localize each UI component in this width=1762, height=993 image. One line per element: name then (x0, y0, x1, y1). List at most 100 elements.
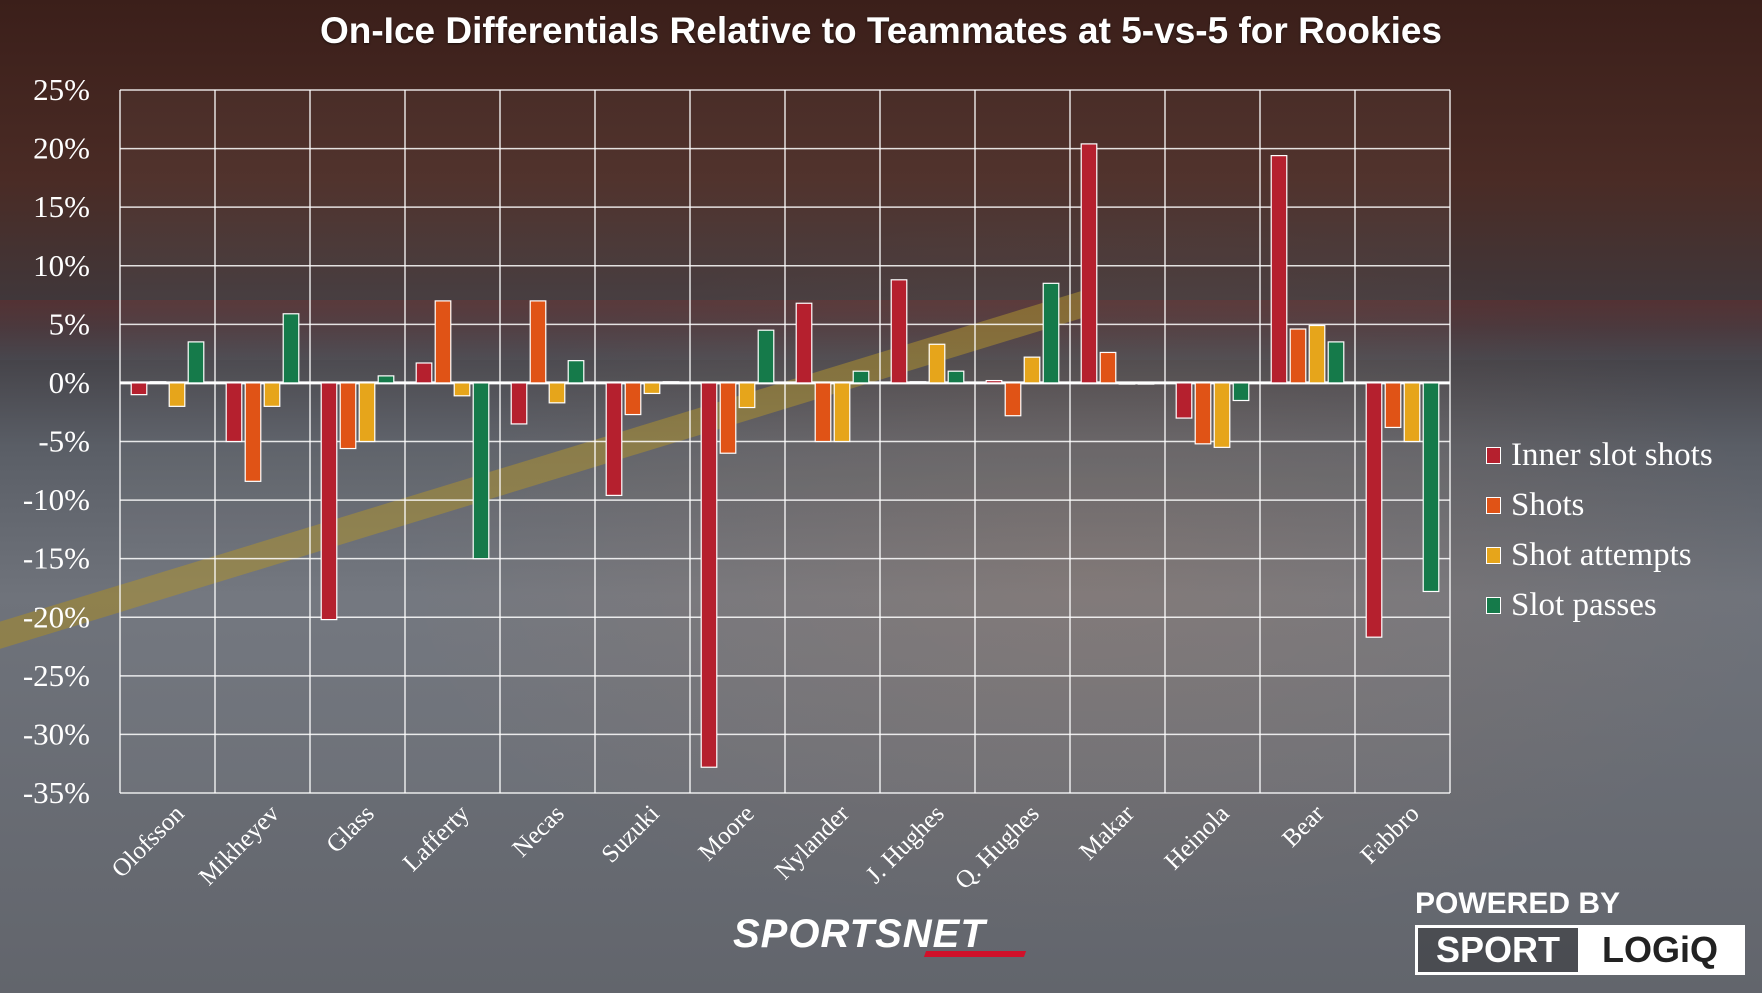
bar-inner-slot-shots (1270, 155, 1288, 384)
bar-shot-attempts (358, 382, 376, 443)
x-tick-label: Lafferty (398, 800, 475, 877)
bar-slot-passes (1422, 382, 1440, 593)
bar-inner-slot-shots (510, 382, 528, 425)
x-tick-label: Heinola (1160, 800, 1235, 875)
x-tick-label: Suzuki (597, 800, 665, 868)
x-tick-label: J. Hughes (861, 800, 950, 889)
x-tick-label: Moore (694, 800, 760, 866)
y-tick-label: 25% (33, 72, 90, 107)
sportlogiq-sport: SPORT (1418, 928, 1578, 972)
legend-label: Shots (1511, 486, 1585, 523)
bar-slot-passes (1232, 382, 1250, 402)
legend-item: Inner slot shots (1486, 430, 1713, 480)
bar-slot-passes (757, 329, 775, 384)
bar-shots (529, 300, 547, 384)
bar-shot-attempts (1023, 356, 1041, 384)
bar-slot-passes (282, 313, 300, 384)
bar-inner-slot-shots (1365, 382, 1383, 638)
bar-shots (624, 382, 642, 416)
y-tick-label: -25% (23, 658, 90, 693)
bar-shots (149, 381, 167, 384)
legend: Inner slot shots Shots Shot attempts Slot p… (1486, 430, 1713, 630)
bar-inner-slot-shots (320, 382, 338, 621)
y-tick-label: 10% (33, 248, 90, 283)
bar-shot-attempts (1308, 324, 1326, 384)
bar-shots (339, 382, 357, 450)
legend-swatch (1486, 446, 1501, 464)
bar-shots (719, 382, 737, 454)
x-tick-label: Fabbro (1356, 800, 1425, 869)
bar-slot-passes (1327, 341, 1345, 384)
y-tick-label: -35% (23, 775, 90, 810)
powered-by-label: POWERED BY (1415, 887, 1621, 920)
bar-slot-passes (472, 382, 490, 560)
legend-label: Shot attempts (1511, 536, 1692, 573)
legend-swatch (1486, 496, 1501, 514)
legend-swatch (1486, 546, 1501, 564)
bar-shot-attempts (833, 382, 851, 443)
bar-slot-passes (662, 381, 680, 384)
bar-inner-slot-shots (890, 279, 908, 384)
bar-slot-passes (1137, 382, 1155, 385)
sportlogiq-logo: POWERED BY SPORT LOGiQ (1415, 887, 1745, 975)
x-tick-label: Makar (1075, 800, 1141, 866)
bar-inner-slot-shots (415, 362, 433, 384)
bar-shot-attempts (548, 382, 566, 404)
bar-slot-passes (567, 360, 585, 384)
legend-label: Slot passes (1511, 586, 1657, 623)
legend-item: Slot passes (1486, 580, 1713, 630)
sportsnet-logo: SPORTSNET (733, 912, 986, 956)
bar-shot-attempts (453, 382, 471, 397)
bar-shot-attempts (168, 382, 186, 407)
bars (130, 143, 1440, 768)
y-tick-label: 0% (49, 365, 90, 400)
legend-label: Inner slot shots (1511, 436, 1713, 473)
x-tick-label: Mikheyev (194, 800, 285, 891)
bar-shots (1194, 382, 1212, 445)
y-tick-label: -30% (23, 716, 90, 751)
y-tick-label: 20% (33, 131, 90, 166)
bar-inner-slot-shots (605, 382, 623, 496)
bar-shot-attempts (1403, 382, 1421, 443)
bar-shot-attempts (643, 382, 661, 395)
bar-inner-slot-shots (1175, 382, 1193, 419)
bar-shots (1289, 328, 1307, 384)
bar-shot-attempts (738, 382, 756, 409)
bar-slot-passes (947, 370, 965, 384)
bar-slot-passes (377, 375, 395, 384)
bar-shot-attempts (928, 343, 946, 384)
x-tick-label: Necas (507, 800, 569, 862)
bar-shots (1384, 382, 1402, 429)
y-tick-label: 5% (49, 306, 90, 341)
sportsnet-logo-swoosh (923, 951, 1027, 957)
y-tick-label: -20% (23, 599, 90, 634)
legend-item: Shots (1486, 480, 1713, 530)
bar-inner-slot-shots (985, 379, 1003, 384)
bar-shots (909, 381, 927, 384)
bar-shots (814, 382, 832, 443)
x-tick-label: Olofsson (107, 800, 190, 883)
legend-swatch (1486, 596, 1501, 614)
bar-slot-passes (852, 370, 870, 384)
x-tick-label: Bear (1277, 800, 1330, 853)
bar-shots (1004, 382, 1022, 417)
x-tick-label: Glass (321, 800, 379, 858)
bar-inner-slot-shots (130, 382, 148, 396)
bar-shot-attempts (263, 382, 281, 407)
x-tick-label: Nylander (770, 800, 855, 885)
y-tick-label: -15% (23, 541, 90, 576)
y-tick-label: -10% (23, 482, 90, 517)
bar-slot-passes (1042, 282, 1060, 384)
x-tick-label: Q. Hughes (950, 800, 1045, 895)
bar-shots (1099, 351, 1117, 384)
bar-inner-slot-shots (1080, 143, 1098, 384)
bar-shots (434, 300, 452, 384)
bar-inner-slot-shots (795, 302, 813, 384)
bar-shot-attempts (1213, 382, 1231, 448)
chart-title: On-Ice Differentials Relative to Teammat… (319, 10, 1442, 51)
bar-shot-attempts (1118, 382, 1136, 385)
y-tick-label: -5% (38, 424, 90, 459)
sportlogiq-logiq: LOGiQ (1578, 928, 1742, 972)
